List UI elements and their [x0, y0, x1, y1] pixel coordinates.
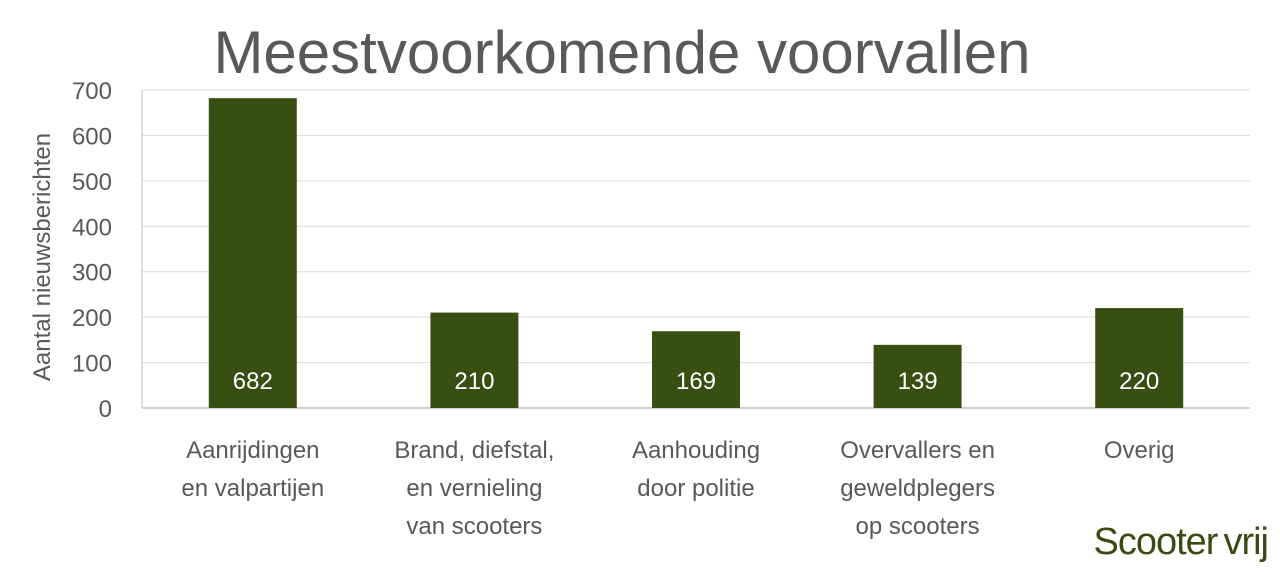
logo-part-vrij: vrij [1223, 521, 1269, 563]
x-category-label-line: op scooters [856, 513, 980, 540]
x-category-label: Overvallers en geweldplegers op scooters [840, 437, 995, 540]
chart-title: Meestvoorkomende voorvallen [213, 19, 1031, 86]
x-category-label-line: Aanhouding [632, 437, 760, 464]
bar [1095, 308, 1184, 408]
logo-part-scooter: Scooter [1093, 521, 1218, 563]
y-tick-label: 100 [72, 351, 112, 378]
bar-value-label: 682 [233, 368, 273, 395]
y-tick-label: 0 [99, 396, 112, 423]
bar-value-label: 210 [454, 368, 494, 395]
y-tick-label: 600 [72, 123, 112, 150]
y-tick-label: 400 [72, 214, 112, 241]
y-axis-label: Aantal nieuwsberichten [29, 133, 56, 381]
bar-value-label: 139 [898, 368, 938, 395]
y-tick-label: 300 [72, 260, 112, 287]
bar [430, 312, 519, 408]
bar [873, 344, 962, 408]
x-category-label-line: Overig [1104, 437, 1175, 464]
y-tick-label: 500 [72, 169, 112, 196]
scootervrij-logo: Scooter vrij [1093, 521, 1269, 564]
x-category-label-line: en valpartijen [181, 475, 324, 502]
x-category-label-line: geweldplegers [840, 475, 995, 502]
x-category-label-line: Aanrijdingen [186, 437, 319, 464]
bar [652, 331, 740, 408]
x-category-label-line: Overvallers en [840, 437, 995, 464]
bar [208, 98, 297, 409]
x-category-label: Aanrijdingen en valpartijen [181, 437, 324, 502]
y-tick-label: 700 [72, 78, 112, 105]
y-tick-label: 200 [72, 305, 112, 332]
x-category-label: Aanhouding door politie [632, 437, 760, 502]
x-category-label-line: door politie [637, 475, 754, 502]
x-category-label: Overig [1104, 437, 1175, 464]
x-category-label: Brand, diefstal, en vernieling van scooter… [394, 437, 554, 540]
x-category-label-line: en vernieling [406, 475, 542, 502]
x-category-label-line: Brand, diefstal, [394, 437, 554, 464]
bar-value-label: 220 [1119, 368, 1159, 395]
bar-value-label: 169 [676, 368, 716, 395]
x-category-label-line: van scooters [406, 513, 542, 540]
